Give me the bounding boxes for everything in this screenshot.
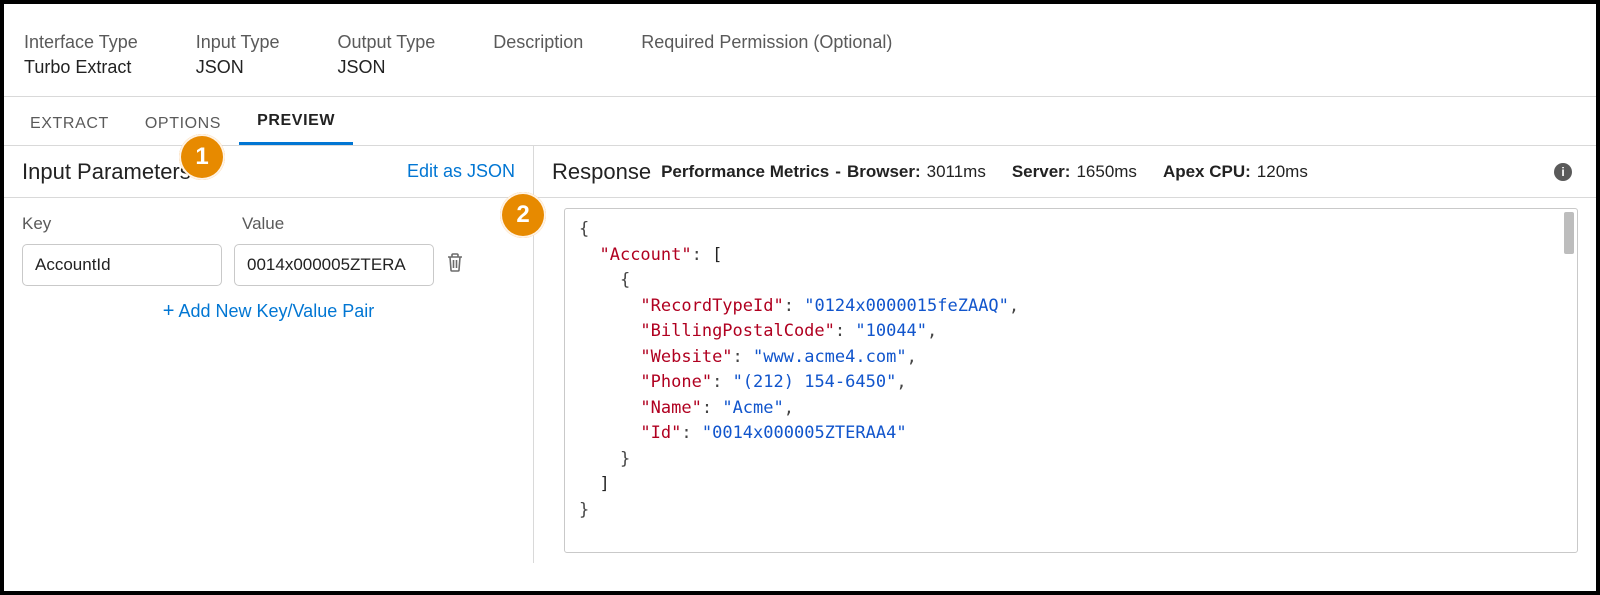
meta-label: Required Permission (Optional) bbox=[641, 32, 892, 53]
metrics-browser-value: 3011ms bbox=[927, 162, 986, 182]
metrics-dash: - bbox=[835, 162, 841, 182]
meta-label: Input Type bbox=[196, 32, 280, 53]
meta-required-permission: Required Permission (Optional) bbox=[641, 32, 892, 78]
meta-row: Interface Type Turbo Extract Input Type … bbox=[4, 4, 1596, 96]
metrics-browser-label: Browser: bbox=[847, 162, 921, 182]
response-pane: Response Performance Metrics - Browser: … bbox=[534, 146, 1596, 563]
metrics-server-value: 1650ms bbox=[1076, 162, 1136, 182]
tab-bar: EXTRACT OPTIONS PREVIEW bbox=[4, 96, 1596, 146]
response-json-box[interactable]: { "Account": [ { "RecordTypeId": "0124x0… bbox=[564, 208, 1578, 553]
callout-badge-1: 1 bbox=[179, 134, 225, 180]
add-kv-row[interactable]: +Add New Key/Value Pair bbox=[22, 300, 515, 323]
kv-header: Key Value bbox=[22, 214, 515, 234]
response-json-text: { "Account": [ { "RecordTypeId": "0124x0… bbox=[565, 209, 1577, 531]
input-params-body: Key Value +Add New Key/Value Pair bbox=[4, 198, 533, 339]
kv-value-input[interactable] bbox=[234, 244, 434, 286]
metrics-cpu-label: Apex CPU: bbox=[1163, 162, 1251, 182]
tab-extract[interactable]: EXTRACT bbox=[12, 101, 127, 145]
kv-header-value: Value bbox=[242, 214, 284, 234]
meta-value: JSON bbox=[337, 57, 435, 78]
trash-icon[interactable] bbox=[446, 252, 464, 278]
response-pane-header: Response Performance Metrics - Browser: … bbox=[534, 146, 1596, 198]
kv-row bbox=[22, 244, 515, 286]
meta-value: JSON bbox=[196, 57, 280, 78]
scrollbar-thumb[interactable] bbox=[1564, 212, 1574, 254]
callout-badge-2: 2 bbox=[500, 192, 546, 238]
meta-label: Description bbox=[493, 32, 583, 53]
info-icon[interactable]: i bbox=[1554, 163, 1572, 181]
meta-label: Output Type bbox=[337, 32, 435, 53]
meta-description: Description bbox=[493, 32, 583, 78]
meta-interface-type: Interface Type Turbo Extract bbox=[24, 32, 138, 78]
kv-header-key: Key bbox=[22, 214, 242, 234]
response-body: { "Account": [ { "RecordTypeId": "0124x0… bbox=[534, 198, 1596, 563]
meta-value: Turbo Extract bbox=[24, 57, 138, 78]
meta-input-type: Input Type JSON bbox=[196, 32, 280, 78]
tab-options[interactable]: OPTIONS bbox=[127, 101, 239, 145]
meta-output-type: Output Type JSON bbox=[337, 32, 435, 78]
performance-metrics: Performance Metrics - Browser: 3011ms Se… bbox=[661, 162, 1308, 182]
main-split: Input Parameters Edit as JSON Key Value … bbox=[4, 146, 1596, 563]
meta-label: Interface Type bbox=[24, 32, 138, 53]
plus-icon: + bbox=[163, 300, 175, 322]
input-pane-title: Input Parameters bbox=[22, 159, 191, 185]
metrics-label: Performance Metrics bbox=[661, 162, 829, 182]
input-pane-header: Input Parameters Edit as JSON bbox=[4, 146, 533, 198]
kv-key-input[interactable] bbox=[22, 244, 222, 286]
add-kv-label: Add New Key/Value Pair bbox=[178, 301, 374, 321]
metrics-cpu-value: 120ms bbox=[1257, 162, 1308, 182]
response-pane-title: Response bbox=[552, 159, 651, 185]
input-parameters-pane: Input Parameters Edit as JSON Key Value … bbox=[4, 146, 534, 563]
metrics-server-label: Server: bbox=[1012, 162, 1071, 182]
tab-preview[interactable]: PREVIEW bbox=[239, 98, 353, 145]
edit-as-json-link[interactable]: Edit as JSON bbox=[407, 161, 515, 182]
